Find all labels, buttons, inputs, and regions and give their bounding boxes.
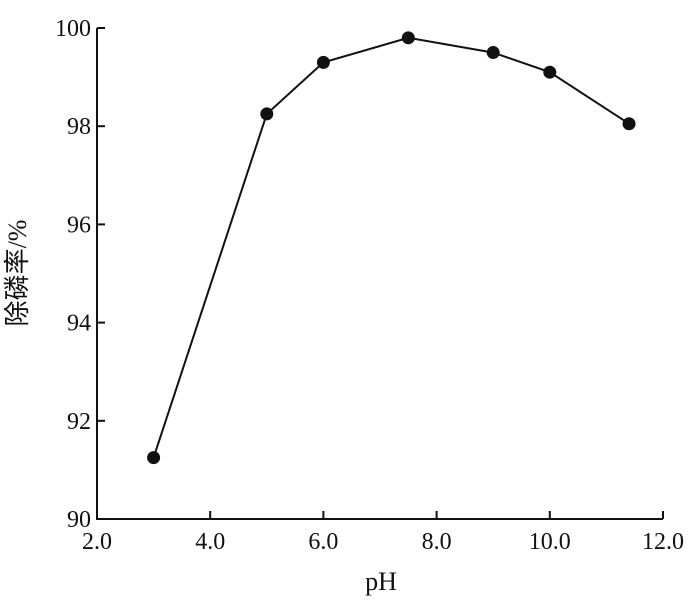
data-point [401,31,415,45]
x-axis-title: pH [365,567,397,596]
tick-labels: 2.0 4.0 6.0 8.0 10.0 12.0 90 92 94 96 98 100 [55,16,684,555]
x-tick-label: 6.0 [308,529,338,555]
y-axis-title: 除磷率/% [3,220,32,327]
series-line [152,36,630,458]
y-tick-label: 98 [67,114,91,140]
data-point [260,107,274,121]
y-tick-label: 100 [55,16,91,42]
ticks [96,27,664,520]
x-tick-label: 12.0 [642,529,684,555]
x-tick-label: 4.0 [195,529,225,555]
y-tick-label: 96 [67,212,91,238]
data-point [316,55,330,69]
data-point [543,65,557,79]
y-tick-label: 90 [67,507,91,533]
y-tick-label: 92 [67,409,91,435]
x-tick-label: 10.0 [529,529,571,555]
x-tick-label: 2.0 [82,529,112,555]
y-tick-label: 94 [67,311,91,337]
data-point [147,451,161,465]
plot-area [147,31,636,465]
data-point [622,117,636,131]
x-tick-label: 8.0 [422,529,452,555]
axes [96,28,663,520]
data-point [486,46,500,60]
